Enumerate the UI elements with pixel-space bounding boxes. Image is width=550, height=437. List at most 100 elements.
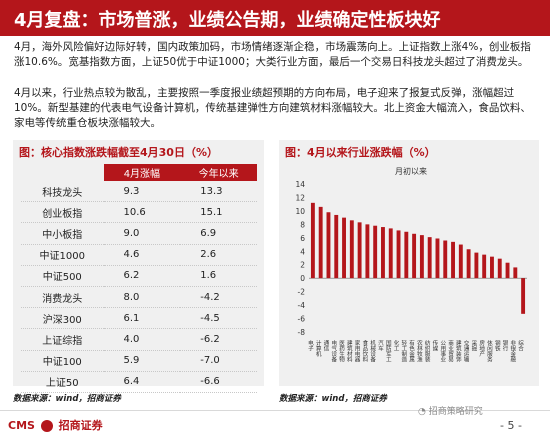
- bar-19: [458, 244, 463, 279]
- index-name-cell: 上证综指: [21, 328, 104, 351]
- table-row: 上证综指 4.0 -6.2: [21, 328, 257, 351]
- x-category-label: 银行: [502, 339, 509, 353]
- apr-change-cell: 4.0: [103, 328, 181, 351]
- y-tick-label: -2: [298, 288, 306, 297]
- x-category-label: 家用电器: [354, 339, 361, 364]
- ytd-change-cell: -6.6: [180, 371, 257, 393]
- table-row: 创业板指 10.6 15.1: [21, 201, 257, 224]
- chart-legend-label: 月初以来: [395, 166, 427, 176]
- paragraph-1: 4月，海外风险偏好边际好转，国内政策加码，市场情绪逐渐企稳，市场震荡向上。上证指…: [14, 41, 531, 68]
- industry-chart-panel: 图：4月以来行业涨跌幅（%） 月初以来 -8 -6 -4 -2 0 2 4 6 8 10 12 14 电子…: [279, 140, 539, 386]
- bar-3: [334, 214, 339, 279]
- logo-mark-icon: [40, 420, 53, 432]
- index-name-cell: 中证500: [21, 265, 104, 287]
- y-tick-label: 10: [295, 207, 305, 216]
- x-category-label: 通信: [322, 339, 329, 353]
- index-name-cell: 科技龙头: [21, 181, 104, 203]
- wechat-icon: ◔: [418, 407, 429, 417]
- apr-change-cell: 10.6: [103, 201, 181, 224]
- logo-cn-text: 招商证券: [58, 419, 103, 432]
- bar-1: [318, 206, 323, 279]
- paragraph-2: 4月以来，行业热点较为散乱，主要按照一季度报业绩超预期的方向布局，电子迎来了报复…: [14, 87, 531, 129]
- x-category-label: 轻工制造: [400, 339, 407, 364]
- ytd-change-cell: -7.0: [180, 350, 257, 372]
- bar-10: [388, 228, 393, 279]
- bar-24: [497, 258, 502, 279]
- x-category-label: 建筑装饰: [455, 339, 462, 364]
- x-category-label: 传媒: [431, 339, 438, 353]
- apr-change-cell: 4.6: [103, 244, 181, 266]
- ytd-change-cell: -4.5: [180, 307, 257, 330]
- bar-12: [404, 231, 409, 279]
- industry-chart-title: 图：4月以来行业涨跌幅（%）: [285, 146, 436, 159]
- ytd-change-cell: 2.6: [180, 244, 257, 266]
- index-name-cell: 中小板指: [21, 222, 104, 245]
- bar-18: [451, 241, 455, 279]
- apr-change-cell: 6.4: [103, 371, 181, 393]
- index-name-cell: 创业板指: [21, 201, 104, 224]
- apr-change-cell: 9.3: [103, 181, 181, 203]
- x-category-label: 电气设备: [330, 339, 337, 364]
- x-category-label: 汽车: [377, 339, 384, 353]
- apr-change-cell: 8.0: [103, 286, 181, 309]
- index-name-cell: 中证100: [21, 350, 104, 372]
- title-bar: 4月复盘：市场普涨，业绩公告期，业绩确定性板块好: [0, 0, 550, 36]
- y-tick-label: 14: [295, 180, 305, 189]
- ytd-change-cell: 1.6: [180, 265, 257, 287]
- x-category-label: 商业贸易: [447, 339, 454, 364]
- y-tick-label: 6: [300, 234, 305, 243]
- table-row: 沪深300 6.1 -4.5: [21, 307, 257, 330]
- bar-27: [521, 278, 526, 314]
- footer-divider: [0, 410, 550, 411]
- watermark-text: 招商策略研究: [428, 407, 483, 417]
- x-category-label: 建筑材料: [346, 339, 353, 364]
- y-tick-label: -8: [298, 328, 306, 337]
- y-tick-label: -6: [298, 315, 306, 324]
- x-category-label: 计算机: [315, 339, 322, 358]
- page-number: - 5 -: [500, 419, 522, 432]
- header-blank: [21, 164, 104, 181]
- bar-11: [396, 230, 401, 279]
- ytd-change-cell: 13.3: [180, 181, 257, 203]
- bar-23: [490, 256, 494, 279]
- y-tick-label: 4: [300, 247, 305, 256]
- bar-6: [357, 222, 362, 279]
- table-row: 中证1000 4.6 2.6: [21, 244, 257, 266]
- x-category-label: 农林牧渔: [416, 339, 423, 364]
- bar-0: [310, 202, 315, 279]
- table-row: 科技龙头 9.3 13.3: [21, 181, 257, 203]
- x-category-label: 有色金属: [408, 339, 415, 364]
- bar-9: [381, 227, 385, 279]
- x-category-label: 化工: [393, 339, 400, 352]
- x-category-label: 非银金融: [509, 339, 516, 364]
- y-tick-label: 8: [300, 220, 305, 229]
- x-category-label: 机械设备: [369, 339, 376, 364]
- x-category-label: 国防军工: [385, 340, 392, 363]
- x-category-label: 钢铁: [494, 339, 501, 353]
- bar-26: [513, 267, 518, 279]
- bar-16: [435, 238, 440, 279]
- bar-4: [342, 217, 346, 279]
- y-tick-label: 12: [295, 193, 305, 202]
- apr-change-cell: 9.0: [103, 222, 181, 245]
- x-category-label: 电子: [307, 339, 314, 352]
- bar-25: [505, 262, 510, 279]
- bar-8: [373, 225, 378, 279]
- header-apr: 4月涨幅: [103, 164, 181, 181]
- index-name-cell: 沪深300: [21, 307, 104, 330]
- bar-22: [482, 254, 487, 279]
- ytd-change-cell: -6.2: [180, 328, 257, 351]
- bar-15: [427, 237, 432, 279]
- ytd-change-cell: -4.2: [180, 286, 257, 309]
- x-category-label: 公用事业: [439, 340, 446, 363]
- index-table: 4月涨幅 今年以来 科技龙头 9.3 13.3 创业板指 10.6 15.1 中小板指 9.0…: [21, 164, 257, 393]
- source-note-left: 数据来源：wind，招商证券: [13, 394, 121, 404]
- bar-21: [474, 252, 479, 279]
- table-row: 上证50 6.4 -6.6: [21, 371, 257, 393]
- bar-17: [443, 240, 448, 279]
- apr-change-cell: 6.2: [103, 265, 181, 287]
- table-row: 中证500 6.2 1.6: [21, 265, 257, 287]
- index-table-title: 图：核心指数涨跌幅截至4月30日（%）: [19, 146, 218, 159]
- bar-20: [466, 249, 471, 279]
- index-name-cell: 上证50: [21, 371, 104, 393]
